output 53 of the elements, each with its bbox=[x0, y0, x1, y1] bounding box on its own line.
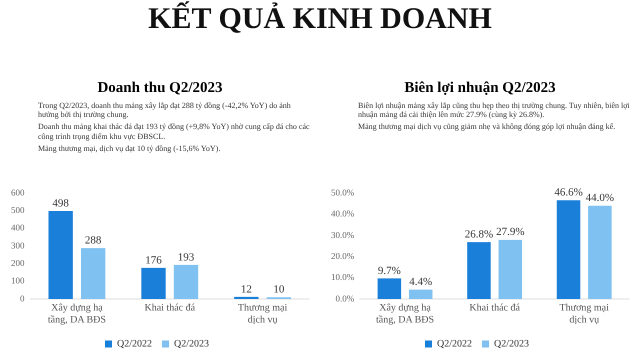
y-tick-label: 0.0% bbox=[335, 293, 355, 304]
y-tick-label: 100 bbox=[11, 276, 25, 286]
bar bbox=[498, 240, 522, 299]
y-tick-label: 500 bbox=[11, 205, 25, 216]
data-label: 44.0% bbox=[586, 192, 614, 204]
y-tick-label: 600 bbox=[11, 187, 25, 198]
data-label: 46.6% bbox=[554, 186, 583, 199]
y-tick-label: 50.0% bbox=[330, 187, 355, 198]
data-label: 288 bbox=[84, 234, 102, 247]
data-label: 498 bbox=[52, 197, 70, 210]
legend-label: Q2/2022 bbox=[437, 338, 472, 350]
text: KẾT QUẢ KINH DOANH bbox=[147, 2, 493, 36]
data-label: 4.4% bbox=[409, 276, 432, 288]
data-label: 9.7% bbox=[378, 264, 401, 277]
chart-title: Doanh thu Q2/2023 bbox=[96, 80, 224, 97]
legend-label: Q2/2022 bbox=[117, 338, 152, 350]
chart-title: Biên lợi nhuận Q2/2023 bbox=[403, 80, 557, 97]
y-tick-label: 10.0% bbox=[330, 272, 355, 282]
bar bbox=[467, 242, 491, 299]
text: Mảng thương mại, dịch vụ đạt 10 tỷ đồng (-15,6% YoY). bbox=[38, 144, 222, 153]
data-label: 26.8% bbox=[464, 228, 494, 241]
y-tick-label: 300 bbox=[11, 240, 25, 250]
legend-label: Q2/2023 bbox=[174, 338, 209, 350]
x-tick-label: Khai thác đá bbox=[469, 302, 520, 314]
text: Trong Q2/2023, doanh thu mảng xây lắp đạt 288 tỷ đồng (-42,2% YoY) do ảnh hưởng bởi thị trường chung. bbox=[38, 101, 292, 120]
bar bbox=[174, 264, 198, 299]
bar bbox=[48, 211, 73, 299]
text: Biên lợi nhuận mảng xây lắp cũng thu hẹp theo thị trường chung. Tuy nhiên, biên lợi nhuận mảng đá cải thiện lên mức 27.9% (cùng kỳ 26.8%). bbox=[358, 101, 630, 120]
y-tick-label: 400 bbox=[11, 222, 25, 233]
text: Mảng thương mại dịch vụ cũng giảm nhẹ và không đóng góp lợi nhuận đáng kể. bbox=[358, 122, 616, 132]
data-label: 176 bbox=[145, 254, 162, 266]
bar bbox=[80, 248, 106, 299]
legend-label: Q2/2023 bbox=[494, 338, 529, 350]
data-label: 27.9% bbox=[496, 226, 525, 238]
x-tick-label: Thương mại dịch vụ bbox=[238, 302, 288, 326]
bar bbox=[408, 290, 432, 299]
data-label: 193 bbox=[178, 251, 195, 264]
y-tick-label: 20.0% bbox=[330, 250, 355, 261]
y-tick-label: 30.0% bbox=[330, 230, 355, 240]
bar bbox=[556, 200, 580, 299]
y-tick-label: 40.0% bbox=[330, 208, 355, 219]
bar bbox=[588, 206, 612, 299]
data-label: 10 bbox=[273, 284, 285, 296]
x-tick-label: Xây dựng hạ tầng, DA BĐS bbox=[376, 302, 434, 326]
x-tick-label: Khai thác đá bbox=[144, 302, 196, 314]
y-tick-label: 200 bbox=[11, 258, 25, 268]
bar bbox=[378, 278, 402, 299]
text: Doanh thu mảng khai thác đá đạt 193 tỷ đồng (+9,8% YoY) nhờ cung cấp đá cho các công trình trọng điểm khu vực ĐBSCL. bbox=[38, 122, 310, 141]
y-tick-label: 0 bbox=[20, 293, 25, 304]
bar bbox=[141, 268, 166, 299]
x-tick-label: Thương mại dịch vụ bbox=[560, 302, 610, 326]
data-label: 12 bbox=[240, 283, 252, 296]
x-tick-label: Xây dựng hạ tầng, DA BĐS bbox=[48, 302, 106, 326]
